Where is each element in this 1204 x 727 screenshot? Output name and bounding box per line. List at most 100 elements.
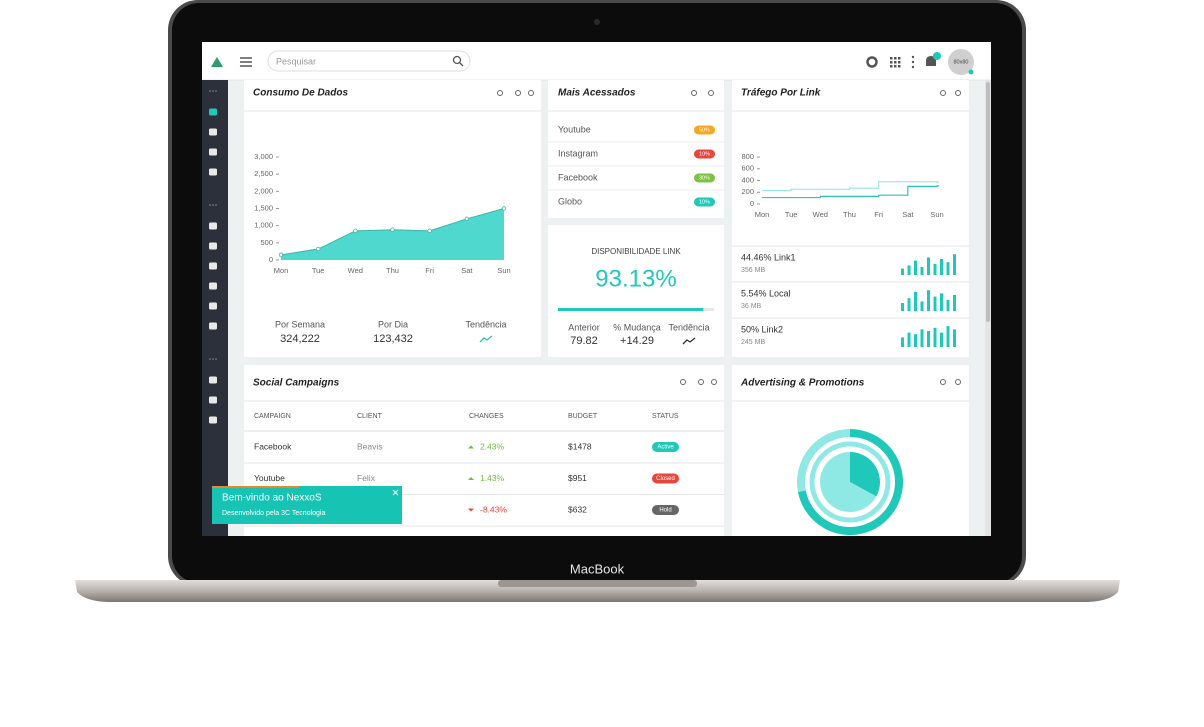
menu-button[interactable]	[240, 57, 252, 67]
sidebar-icon[interactable]	[209, 242, 217, 250]
sidebar-icon[interactable]	[209, 148, 217, 156]
stat-label: Tendência	[465, 319, 506, 329]
mini-bar	[920, 267, 924, 275]
sidebar-icon[interactable]	[209, 396, 217, 404]
status-label: Closed	[656, 476, 675, 482]
stat-label: Anterior	[568, 322, 600, 332]
badge	[694, 197, 715, 207]
mini-bar	[946, 299, 950, 311]
stat-value: +14.29	[620, 335, 654, 347]
cell: Facebook	[254, 441, 292, 451]
column-header: BUDGET	[568, 413, 598, 420]
status-badge	[652, 473, 679, 484]
sidebar-dots	[212, 90, 214, 92]
sidebar-icon[interactable]	[209, 222, 217, 230]
list-item: Facebook	[558, 172, 598, 182]
x-tick-label: Sun	[497, 266, 510, 275]
card-tool[interactable]	[940, 379, 946, 385]
notification-badge	[933, 52, 941, 60]
y-tick-label: 200	[741, 187, 754, 196]
avatar[interactable]	[948, 49, 974, 75]
notifications-icon[interactable]	[926, 56, 936, 66]
card-tool[interactable]	[691, 90, 697, 96]
column-header: CAMPAIGN	[254, 413, 291, 420]
cell: Beavis	[357, 441, 383, 451]
sidebar-icon[interactable]	[209, 416, 217, 424]
mini-bar	[914, 260, 917, 275]
sidebar-icon[interactable]	[209, 168, 217, 176]
search-icon[interactable]	[452, 55, 464, 67]
stat-value: 324,222	[280, 333, 320, 345]
mini-bar	[927, 290, 930, 311]
toast[interactable]: Bem-vindo ao NexxoS Desenvolvido pela 3C …	[212, 486, 402, 524]
point	[315, 246, 321, 252]
card-tool[interactable]	[698, 379, 704, 385]
x-tick-label: Tue	[785, 210, 798, 219]
badge-label: 10%	[699, 199, 710, 205]
logo	[211, 57, 223, 67]
badge-label: 50%	[699, 127, 710, 133]
toast-box	[212, 486, 402, 524]
card-tool[interactable]	[515, 90, 521, 96]
y-tick-label: 0	[269, 255, 273, 264]
sidebar-icon[interactable]	[209, 282, 217, 290]
camera	[594, 19, 600, 25]
toast-close[interactable]	[392, 489, 399, 496]
link-size: 245 MB	[741, 339, 765, 346]
cell: $1478	[568, 441, 592, 451]
card-tool[interactable]	[711, 379, 717, 385]
settings-icon[interactable]	[866, 56, 878, 68]
more-icon[interactable]	[911, 55, 915, 69]
mini-bar	[933, 327, 937, 347]
card-tool[interactable]	[497, 90, 503, 96]
y-tick-label: 3,000	[254, 152, 273, 161]
mini-bar	[927, 331, 930, 347]
sidebar-icon[interactable]	[209, 322, 217, 330]
column-header: CLIENT	[357, 413, 383, 420]
mini-bar	[927, 257, 930, 275]
sidebar-icon[interactable]	[209, 262, 217, 270]
link-size: 356 MB	[741, 267, 765, 274]
trend-arrow	[468, 477, 474, 480]
stat-value: 79.82	[570, 335, 598, 347]
trend-icon	[479, 335, 493, 343]
toast-subtitle: Desenvolvido pela 3C Tecnologia	[222, 510, 325, 517]
mini-bar	[940, 293, 943, 311]
sidebar-icon[interactable]	[209, 108, 217, 116]
card-mais-acessados	[548, 80, 724, 218]
stat-label: % Mudança	[613, 322, 661, 332]
area	[281, 208, 504, 260]
card-title: Advertising & Promotions	[740, 378, 865, 389]
y-tick-label: 500	[260, 238, 273, 247]
sidebar-icon[interactable]	[209, 376, 217, 384]
search-box[interactable]	[267, 50, 471, 72]
sidebar-dots	[212, 358, 214, 360]
scrollbar-thumb[interactable]	[986, 82, 990, 322]
stat-label: Tendência	[668, 322, 709, 332]
sidebar-dots	[212, 204, 214, 206]
point	[390, 227, 395, 232]
donut-inner-ring	[809, 441, 891, 523]
x-tick-label: Sat	[902, 210, 914, 219]
card-tool[interactable]	[955, 379, 961, 385]
mini-bar	[914, 334, 917, 347]
card-tool[interactable]	[528, 90, 534, 96]
device-label: MacBook	[570, 561, 625, 576]
mini-bar	[914, 291, 917, 311]
link-label: 50% Link2	[741, 324, 783, 334]
x-tick-label: Wed	[348, 266, 363, 275]
y-tick-label: 2,000	[254, 186, 273, 195]
card-tool[interactable]	[940, 90, 946, 96]
sidebar-dots	[215, 90, 217, 92]
card-tool[interactable]	[680, 379, 686, 385]
mini-bar	[920, 329, 924, 347]
card-tool[interactable]	[955, 90, 961, 96]
card-tool[interactable]	[708, 90, 714, 96]
apps-icon[interactable]	[890, 57, 901, 68]
card-tools	[497, 90, 961, 385]
sidebar-icon[interactable]	[209, 128, 217, 136]
x-tick-label: Sat	[461, 266, 473, 275]
y-tick-label: 0	[750, 199, 754, 208]
sidebar-icon[interactable]	[209, 302, 217, 310]
